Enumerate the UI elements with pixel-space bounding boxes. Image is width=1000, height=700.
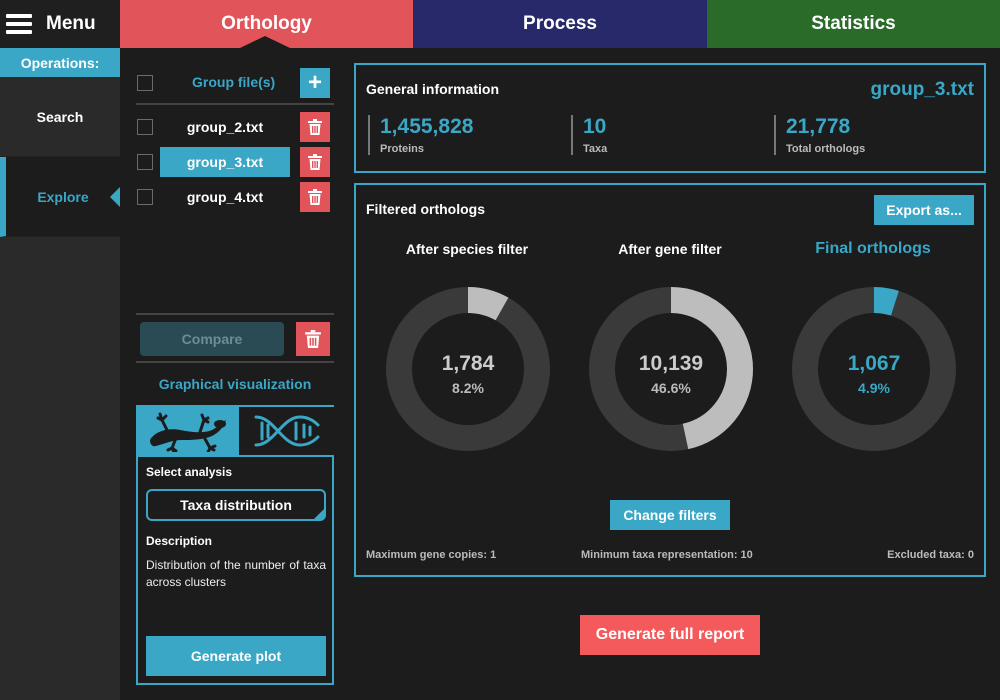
change-filters-button[interactable]: Change filters xyxy=(610,500,730,530)
donut-gene-filter: 10,139 46.6% xyxy=(588,286,754,452)
donut-title-species: After species filter xyxy=(405,241,529,257)
sidebar-item-explore[interactable]: Explore xyxy=(0,157,120,237)
donut-title-gene: After gene filter xyxy=(618,241,722,257)
delete-file-button[interactable] xyxy=(300,182,330,212)
stat-label: Total orthologs xyxy=(786,143,866,155)
menu-button[interactable]: Menu xyxy=(0,0,120,48)
file-checkbox[interactable] xyxy=(137,189,153,205)
donut-value: 10,139 xyxy=(638,352,704,375)
file-row: group_2.txt xyxy=(136,112,334,142)
menu-label: Menu xyxy=(46,13,96,34)
donut-title-final: Final orthologs xyxy=(815,240,931,257)
export-button[interactable]: Export as... xyxy=(874,195,974,225)
taxa-analysis-tab[interactable] xyxy=(138,407,237,455)
file-name[interactable]: group_2.txt xyxy=(186,119,264,135)
select-all-checkbox[interactable] xyxy=(137,75,153,91)
divider xyxy=(136,361,334,363)
stat-value: 10 xyxy=(583,115,607,138)
description-label: Description xyxy=(146,534,213,548)
stat-proteins: 1,455,828 Proteins xyxy=(368,115,473,155)
stat-total-orthologs: 21,778 Total orthologs xyxy=(774,115,865,155)
analysis-select[interactable]: Taxa distribution xyxy=(146,489,326,521)
trash-icon xyxy=(308,119,322,135)
donut-final-orthologs: 1,067 4.9% xyxy=(791,286,957,452)
general-information-title: General information xyxy=(366,81,500,97)
compare-button[interactable]: Compare xyxy=(140,322,284,356)
donut-value: 1,784 xyxy=(441,352,495,375)
donut-percent: 4.9% xyxy=(858,380,890,396)
trash-icon xyxy=(308,154,322,170)
max-gene-copies-text: Maximum gene copies: 1 xyxy=(366,549,497,561)
stat-value: 1,455,828 xyxy=(380,115,474,138)
donut-species-filter: 1,784 8.2% xyxy=(385,286,551,452)
graphical-visualization-panel: Select analysis Taxa distribution Descri… xyxy=(136,405,334,685)
stat-value: 21,778 xyxy=(786,115,851,138)
file-checkbox[interactable] xyxy=(137,154,153,170)
donut-percent: 8.2% xyxy=(452,380,484,396)
delete-file-button[interactable] xyxy=(300,112,330,142)
trash-icon xyxy=(308,189,322,205)
general-information-panel: General information group_3.txt 1,455,82… xyxy=(354,63,986,173)
divider xyxy=(136,313,334,315)
gecko-icon xyxy=(149,412,226,452)
trash-icon xyxy=(305,330,321,348)
gene-analysis-tab[interactable] xyxy=(237,407,334,455)
sidebar: Operations: Search Explore xyxy=(0,48,120,700)
description-text: Distribution of the number of taxa acros… xyxy=(146,558,326,589)
generate-full-report-button[interactable]: Generate full report xyxy=(580,615,760,655)
file-name[interactable]: group_4.txt xyxy=(186,189,264,205)
excluded-taxa-text: Excluded taxa: 0 xyxy=(887,549,974,561)
filtered-orthologs-title: Filtered orthologs xyxy=(366,201,485,217)
dna-icon xyxy=(254,415,319,447)
group-files-header: Group file(s) + xyxy=(136,67,334,105)
donut-arc xyxy=(386,287,550,451)
min-taxa-text: Minimum taxa representation: 10 xyxy=(581,549,753,561)
clear-compare-button[interactable] xyxy=(296,322,330,356)
file-name-selected[interactable]: group_3.txt xyxy=(160,147,290,177)
stat-label: Taxa xyxy=(583,143,608,155)
donut-arc xyxy=(589,287,753,451)
hamburger-icon xyxy=(6,14,32,34)
active-tab-indicator xyxy=(240,36,290,48)
tab-process[interactable]: Process xyxy=(413,0,707,48)
donut-value: 1,067 xyxy=(847,352,901,375)
tab-statistics[interactable]: Statistics xyxy=(707,0,1000,48)
file-row: group_3.txt xyxy=(136,147,334,177)
donut-percent: 46.6% xyxy=(651,380,691,396)
sidebar-item-search[interactable]: Search xyxy=(0,77,120,157)
stat-label: Proteins xyxy=(380,143,425,155)
plus-icon: + xyxy=(307,69,322,96)
select-analysis-label: Select analysis xyxy=(146,465,233,479)
operations-label: Operations: xyxy=(0,48,120,77)
file-checkbox[interactable] xyxy=(137,119,153,135)
generate-plot-button[interactable]: Generate plot xyxy=(146,636,326,676)
stat-taxa: 10 Taxa xyxy=(571,115,607,155)
donut-arc xyxy=(792,287,956,451)
graphical-visualization-title: Graphical visualization xyxy=(158,376,312,392)
delete-file-button[interactable] xyxy=(300,147,330,177)
filtered-orthologs-panel: Filtered orthologs Export as... After sp… xyxy=(354,183,986,577)
add-group-file-button[interactable]: + xyxy=(300,68,330,98)
group-files-title: Group file(s) xyxy=(192,74,276,90)
file-row: group_4.txt xyxy=(136,182,334,212)
divider xyxy=(138,455,334,457)
selected-file-name: group_3.txt xyxy=(870,79,974,100)
